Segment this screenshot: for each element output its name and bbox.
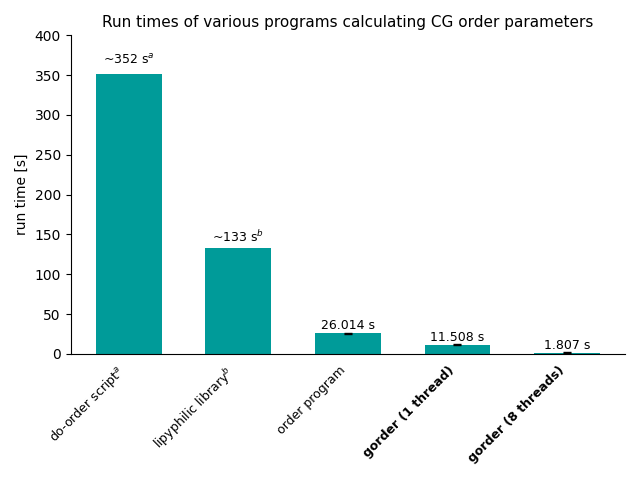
Text: ~133 s$^b$: ~133 s$^b$: [212, 229, 264, 245]
Y-axis label: run time [s]: run time [s]: [15, 154, 29, 235]
Bar: [96, 73, 161, 354]
Title: Run times of various programs calculating CG order parameters: Run times of various programs calculatin…: [102, 15, 593, 30]
Bar: [534, 352, 600, 354]
Text: 26.014 s: 26.014 s: [321, 319, 375, 332]
Bar: [424, 345, 490, 354]
Bar: [205, 248, 271, 354]
Bar: [315, 333, 381, 354]
Text: 11.508 s: 11.508 s: [430, 331, 484, 344]
Text: ~352 s$^a$: ~352 s$^a$: [103, 53, 155, 67]
Text: 1.807 s: 1.807 s: [544, 339, 590, 352]
